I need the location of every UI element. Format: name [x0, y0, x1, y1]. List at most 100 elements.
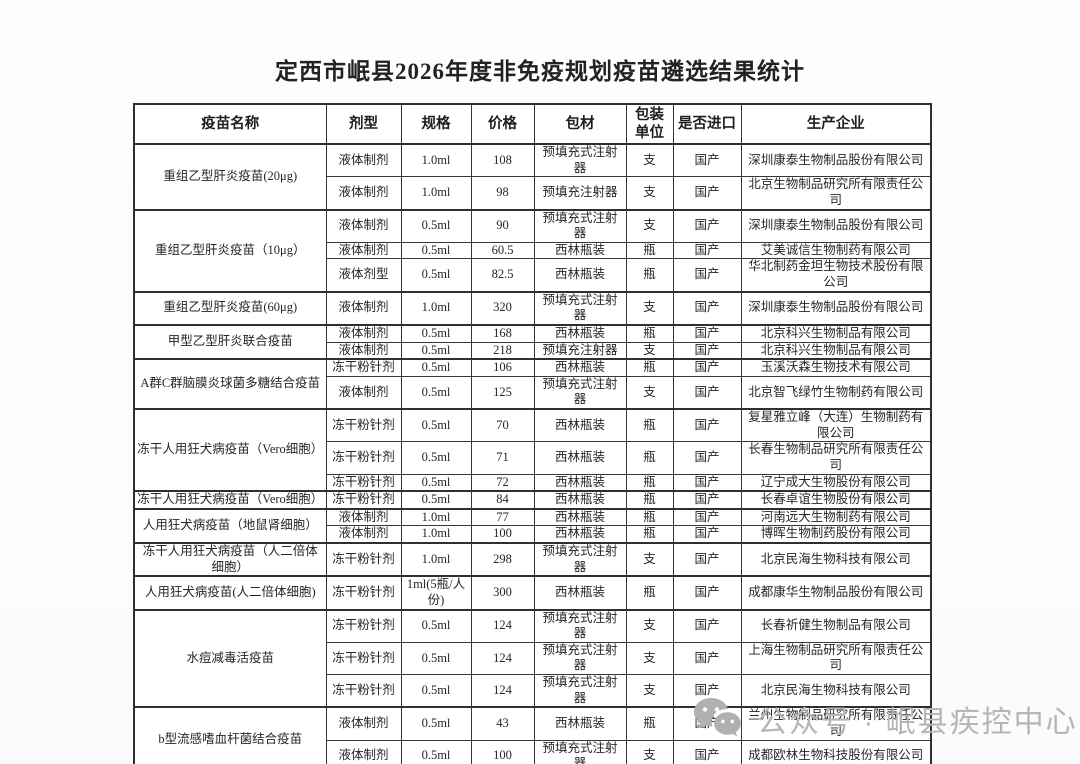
spec-cell: 0.5ml — [400, 241, 472, 260]
manufacturer-cell: 长春卓谊生物股份有限公司 — [740, 490, 932, 510]
spec-cell: 1ml(5瓶/人份) — [400, 575, 472, 611]
dosage-form-cell: 液体制剂 — [325, 241, 402, 260]
price-cell: 100 — [470, 739, 535, 764]
manufacturer-cell: 深圳康泰生物制品股份有限公司 — [740, 290, 932, 326]
manufacturer-cell: 艾美诚信生物制药有限公司 — [740, 241, 932, 260]
packaging-cell: 西林瓶装 — [533, 525, 627, 544]
vaccine-name-cell: 人用狂犬病疫苗（地鼠肾细胞） — [133, 507, 327, 544]
vaccine-name-cell: 重组乙型肝炎疫苗(60μg) — [133, 290, 327, 326]
table-row: 冻干粉针剂 0.5ml 124 预填充式注射器支国产 北京民海生物科技有限公司 — [134, 674, 932, 708]
spec-cell: 0.5ml — [400, 441, 472, 475]
manufacturer-cell: 华北制药金坦生物技术股份有限公司 — [740, 258, 932, 293]
manufacturer-cell: 复星雅立峰（大连）生物制药有限公司 — [740, 408, 932, 443]
pack-unit-cell: 支 — [625, 290, 674, 326]
spec-cell: 1.0ml — [400, 541, 472, 577]
imported-cell: 国产 — [672, 176, 742, 210]
imported-cell: 国产 — [672, 641, 742, 676]
pack-unit-cell: 支 — [625, 608, 674, 643]
manufacturer-cell: 成都欧林生物科技股份有限公司 — [740, 739, 932, 764]
dosage-form-cell: 液体制剂 — [325, 290, 402, 326]
packaging-cell: 西林瓶装 — [533, 323, 627, 343]
price-cell: 124 — [470, 641, 535, 676]
pack-unit-cell: 支 — [625, 143, 674, 178]
pack-unit-cell: 支 — [625, 674, 674, 708]
price-cell: 82.5 — [470, 258, 535, 293]
imported-cell: 国产 — [672, 739, 742, 764]
dosage-form-cell: 冻干粉针剂 — [325, 473, 402, 492]
packaging-cell: 预填充式注射器 — [533, 375, 627, 410]
col-imported: 是否进口 — [672, 103, 742, 145]
spec-cell: 0.5ml — [400, 490, 472, 510]
spec-cell: 1.0ml — [400, 525, 472, 544]
pack-unit-cell: 瓶 — [625, 473, 674, 492]
price-cell: 77 — [470, 507, 535, 527]
pack-unit-cell: 支 — [625, 208, 674, 243]
packaging-cell: 预填充式注射器 — [533, 674, 627, 708]
imported-cell: 国产 — [672, 608, 742, 643]
spec-cell: 0.5ml — [400, 739, 472, 764]
table-row: 冻干人用狂犬病疫苗（Vero细胞） 冻干粉针剂 0.5ml 70 西林瓶装瓶国产 复星雅立… — [133, 407, 932, 492]
spec-cell: 0.5ml — [400, 375, 472, 410]
pack-unit-cell: 瓶 — [625, 525, 674, 544]
spec-cell: 1.0ml — [400, 507, 472, 527]
pack-unit-cell: 支 — [625, 641, 674, 676]
vaccine-name-cell: 冻干人用狂犬病疫苗（Vero细胞） — [133, 407, 327, 492]
dosage-form-cell: 冻干粉针剂 — [325, 641, 402, 676]
spec-cell: 0.5ml — [400, 258, 472, 293]
vaccine-selection-table: 疫苗名称 剂型 规格 价格 包材 包装单位 是否进口 生产企业 重组乙型肝炎疫苗(20μg) 液… — [133, 103, 932, 764]
pack-unit-cell: 瓶 — [625, 358, 674, 377]
spec-cell: 0.5ml — [400, 608, 472, 643]
imported-cell: 国产 — [672, 290, 742, 326]
imported-cell: 国产 — [672, 208, 742, 243]
pack-unit-cell: 瓶 — [625, 323, 674, 343]
table-header-row: 疫苗名称 剂型 规格 价格 包材 包装单位 是否进口 生产企业 — [133, 103, 932, 145]
vaccine-name-cell: A群C群脑膜炎球菌多糖结合疫苗 — [133, 358, 327, 410]
packaging-cell: 预填充式注射器 — [533, 739, 627, 764]
wechat-icon — [693, 697, 743, 741]
price-cell: 320 — [470, 290, 535, 326]
table-row: 重组乙型肝炎疫苗（10μg） 液体制剂 0.5ml 90 预填充式注射器支国产 深圳康泰生… — [133, 208, 932, 293]
page-title: 定西市岷县2026年度非免疫规划疫苗遴选结果统计 — [275, 59, 805, 84]
vaccine-name-cell: 人用狂犬病疫苗(人二倍体细胞) — [133, 575, 327, 611]
spec-cell: 0.5ml — [400, 323, 472, 343]
price-cell: 98 — [470, 176, 535, 210]
manufacturer-cell: 北京智飞绿竹生物制药有限公司 — [740, 375, 932, 410]
col-price: 价格 — [470, 103, 535, 145]
price-cell: 108 — [470, 143, 535, 178]
packaging-cell: 预填充式注射器 — [533, 608, 627, 643]
dosage-form-cell: 冻干粉针剂 — [325, 541, 402, 577]
pack-unit-cell: 瓶 — [625, 706, 674, 741]
table-row: 冻干粉针剂 0.5ml 71 西林瓶装瓶国产 长春生物制品研究所有限责任公司 — [134, 441, 932, 475]
manufacturer-cell: 北京民海生物科技有限公司 — [740, 541, 932, 577]
pack-unit-cell: 瓶 — [625, 507, 674, 527]
vaccine-name-cell: 水痘减毒活疫苗 — [133, 608, 327, 708]
vaccine-table-body: 重组乙型肝炎疫苗(20μg) 液体制剂 1.0ml 108 预填充式注射器支国产 深圳康泰… — [133, 143, 932, 764]
packaging-cell: 西林瓶装 — [533, 473, 627, 492]
packaging-cell: 西林瓶装 — [533, 408, 627, 443]
dosage-form-cell: 冻干粉针剂 — [325, 441, 402, 475]
price-cell: 124 — [470, 608, 535, 643]
price-cell: 300 — [470, 575, 535, 611]
pack-unit-cell: 支 — [625, 341, 674, 360]
imported-cell: 国产 — [672, 258, 742, 293]
manufacturer-cell: 玉溪沃森生物技术有限公司 — [740, 358, 932, 377]
vaccine-name-cell: 冻干人用狂犬病疫苗（Vero细胞） — [133, 490, 327, 510]
packaging-cell: 预填充式注射器 — [533, 541, 627, 577]
pack-unit-cell: 瓶 — [625, 241, 674, 260]
vaccine-name-cell: b型流感嗜血杆菌结合疫苗 — [133, 706, 327, 764]
col-vaccine-name: 疫苗名称 — [133, 103, 327, 145]
imported-cell: 国产 — [672, 473, 742, 492]
spec-cell: 1.0ml — [400, 176, 472, 210]
imported-cell: 国产 — [672, 575, 742, 611]
manufacturer-cell: 上海生物制品研究所有限责任公司 — [740, 641, 932, 676]
price-cell: 298 — [470, 541, 535, 577]
manufacturer-cell: 成都康华生物制品股份有限公司 — [740, 575, 932, 611]
spec-cell: 0.5ml — [400, 674, 472, 708]
packaging-cell: 西林瓶装 — [533, 358, 627, 377]
pack-unit-cell: 瓶 — [625, 408, 674, 443]
imported-cell: 国产 — [672, 525, 742, 544]
table-row: A群C群脑膜炎球菌多糖结合疫苗 冻干粉针剂 0.5ml 106 西林瓶装瓶国产 玉溪沃森生… — [133, 358, 932, 410]
manufacturer-cell: 博晖生物制药股份有限公司 — [740, 525, 932, 544]
spec-cell: 0.5ml — [400, 341, 472, 360]
dosage-form-cell: 冻干粉针剂 — [325, 674, 402, 708]
